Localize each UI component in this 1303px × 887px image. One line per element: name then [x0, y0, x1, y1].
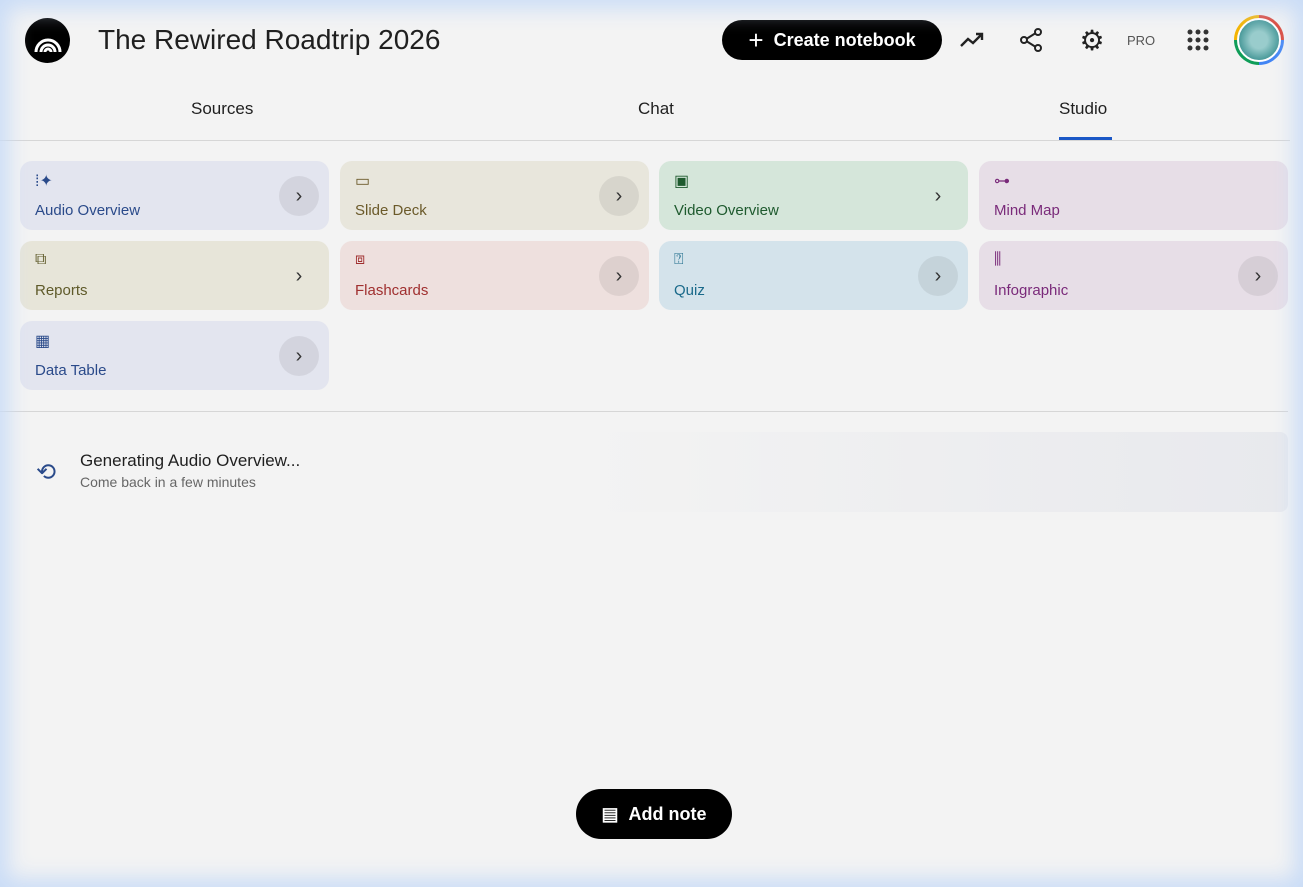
- chevron-right-icon[interactable]: ›: [279, 336, 319, 376]
- video-icon: ▣: [674, 173, 690, 190]
- status-subtitle: Come back in a few minutes: [80, 474, 256, 490]
- studio-tile-mind-map[interactable]: ⊶ Mind Map: [979, 161, 1288, 230]
- chevron-right-icon[interactable]: ›: [1238, 256, 1278, 296]
- tab-selected-indicator: [1059, 137, 1112, 140]
- reports-icon: ⧉: [35, 251, 47, 268]
- chevron-right-icon[interactable]: ›: [295, 264, 303, 287]
- studio-tile-infographic[interactable]: ⫼ Infographic ›: [979, 241, 1288, 310]
- tab-divider: [0, 140, 1290, 141]
- section-divider: [0, 411, 1288, 412]
- tile-label: Quiz: [674, 282, 705, 299]
- slide-deck-icon: ▭: [355, 173, 371, 190]
- flashcards-icon: ⧈: [355, 251, 366, 268]
- notebooklm-logo[interactable]: [25, 18, 70, 63]
- notebook-title[interactable]: The Rewired Roadtrip 2026: [98, 24, 441, 55]
- status-title: Generating Audio Overview...: [80, 451, 301, 470]
- infographic-icon: ⫼: [994, 251, 1002, 268]
- tile-label: Flashcards: [355, 282, 429, 299]
- share-icon[interactable]: [1017, 26, 1045, 54]
- generating-status-card: ⟲ Generating Audio Overview... Come back…: [20, 432, 1288, 512]
- plus-icon: +: [748, 25, 764, 55]
- pro-badge: PRO: [1127, 33, 1156, 48]
- tile-label: Audio Overview: [35, 202, 141, 219]
- tab-chat[interactable]: Chat: [638, 99, 674, 118]
- tile-label: Reports: [35, 282, 88, 299]
- analytics-icon[interactable]: [958, 26, 986, 54]
- studio-tile-flashcards[interactable]: ⧈ Flashcards ›: [340, 241, 649, 310]
- studio-tile-quiz[interactable]: ⍰ Quiz ›: [659, 241, 968, 310]
- tile-label: Mind Map: [994, 202, 1060, 219]
- chevron-right-icon[interactable]: ›: [279, 176, 319, 216]
- studio-tile-audio-overview[interactable]: ⁞✦ Audio Overview ›: [20, 161, 329, 230]
- tile-label: Slide Deck: [355, 202, 427, 219]
- studio-tile-video-overview[interactable]: ▣ Video Overview ›: [659, 161, 968, 230]
- tile-label: Video Overview: [674, 202, 779, 219]
- chevron-right-icon[interactable]: ›: [599, 176, 639, 216]
- tab-sources[interactable]: Sources: [191, 99, 254, 118]
- studio-tile-reports[interactable]: ⧉ Reports ›: [20, 241, 329, 310]
- note-icon: ▤: [601, 803, 619, 824]
- chevron-right-icon[interactable]: ›: [934, 184, 942, 207]
- quiz-icon: ⍰: [674, 251, 684, 268]
- data-table-icon: ▦: [35, 333, 51, 350]
- apps-grid-icon[interactable]: [1184, 26, 1212, 54]
- audio-waveform-icon: ⁞✦: [35, 173, 53, 190]
- chevron-right-icon[interactable]: ›: [918, 256, 958, 296]
- mind-map-icon: ⊶: [994, 173, 1010, 190]
- studio-tile-data-table[interactable]: ▦ Data Table ›: [20, 321, 329, 390]
- tab-studio[interactable]: Studio: [1059, 99, 1108, 118]
- chevron-right-icon[interactable]: ›: [599, 256, 639, 296]
- account-avatar[interactable]: [1234, 15, 1284, 65]
- add-note-button[interactable]: ▤ Add note: [576, 789, 732, 839]
- settings-gear-icon[interactable]: ⚙: [1079, 24, 1105, 56]
- tile-label: Infographic: [994, 282, 1069, 299]
- create-notebook-button[interactable]: + Create notebook: [722, 20, 942, 60]
- tile-label: Data Table: [35, 362, 107, 379]
- sync-spinner-icon: ⟲: [36, 459, 57, 486]
- studio-tile-slide-deck[interactable]: ▭ Slide Deck ›: [340, 161, 649, 230]
